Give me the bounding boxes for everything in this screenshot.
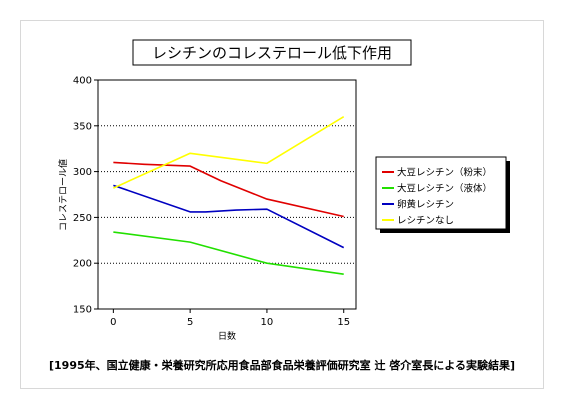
legend-label: レシチンなし: [397, 216, 454, 227]
series-lines: [113, 115, 345, 275]
x-axis-label: 日数: [218, 330, 236, 342]
x-tick-label: 10: [261, 317, 274, 328]
y-axis-label: コレステロール値: [57, 159, 69, 231]
plot-area: [97, 79, 357, 310]
legend-box: [375, 156, 507, 230]
legend-label: 大豆レシチン（液体）: [397, 183, 492, 195]
x-tick-label: 0: [110, 317, 116, 328]
y-tick-label: 400: [73, 76, 92, 87]
chart-title: レシチンのコレステロール低下作用: [152, 44, 392, 62]
y-tick-label: 150: [73, 305, 92, 316]
y-tick-label: 250: [73, 213, 92, 224]
series-line: [113, 231, 344, 275]
y-tick-label: 300: [73, 167, 92, 178]
caption: [1995年、国立健康・栄養研究所応用食品部食品栄養評価研究室 辻 啓介室長によ…: [49, 359, 515, 372]
title-box: [132, 39, 412, 66]
y-axis: 150 200 250 300 350 400: [73, 76, 98, 316]
series-line: [113, 184, 345, 249]
x-tick-label: 5: [187, 317, 193, 328]
series-line: [113, 115, 345, 189]
x-axis: 0 5 10 15: [110, 309, 350, 328]
x-tick-label: 15: [337, 317, 350, 328]
series-line: [113, 161, 344, 218]
legend-label: 大豆レシチン（粉末）: [397, 167, 492, 179]
y-tick-label: 350: [73, 121, 92, 132]
y-tick-label: 200: [73, 259, 92, 270]
legend-label: 卵黄レシチン: [397, 199, 454, 211]
gridlines: [98, 125, 356, 264]
